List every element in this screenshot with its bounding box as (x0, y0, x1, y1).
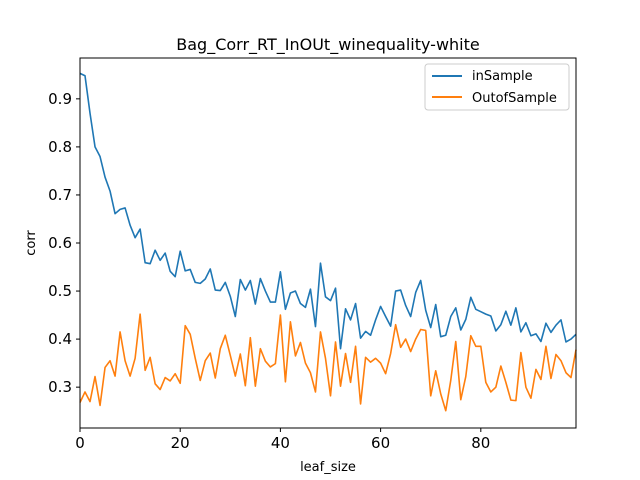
x-axis-label: leaf_size (300, 460, 356, 475)
series-line-insample (79, 72, 577, 350)
x-tick-label: 80 (471, 434, 490, 452)
y-tick-label: 0.8 (48, 138, 72, 156)
series-layer (79, 72, 577, 412)
legend: inSample OutofSample (424, 63, 570, 111)
x-tick-label: 60 (371, 434, 390, 452)
y-tick-label: 0.6 (48, 234, 72, 252)
y-tick-label: 0.3 (48, 378, 72, 396)
legend-label-insample: inSample (472, 69, 533, 84)
y-tick-label: 0.9 (48, 90, 72, 108)
y-axis: 0.3 0.4 0.5 0.6 0.7 0.8 0.9 (48, 90, 80, 396)
x-tick-label: 0 (75, 434, 85, 452)
legend-label-outofsample: OutofSample (472, 91, 557, 106)
y-tick-label: 0.5 (48, 282, 72, 300)
y-axis-label: corr (24, 230, 39, 256)
x-tick-label: 20 (171, 434, 190, 452)
chart-title: Bag_Corr_RT_InOUt_winequality-white (176, 35, 479, 55)
y-tick-label: 0.7 (48, 186, 72, 204)
series-line-outofsample (79, 313, 577, 412)
x-axis: 0 20 40 60 80 (75, 428, 490, 452)
y-tick-label: 0.4 (48, 330, 72, 348)
x-tick-label: 40 (271, 434, 290, 452)
